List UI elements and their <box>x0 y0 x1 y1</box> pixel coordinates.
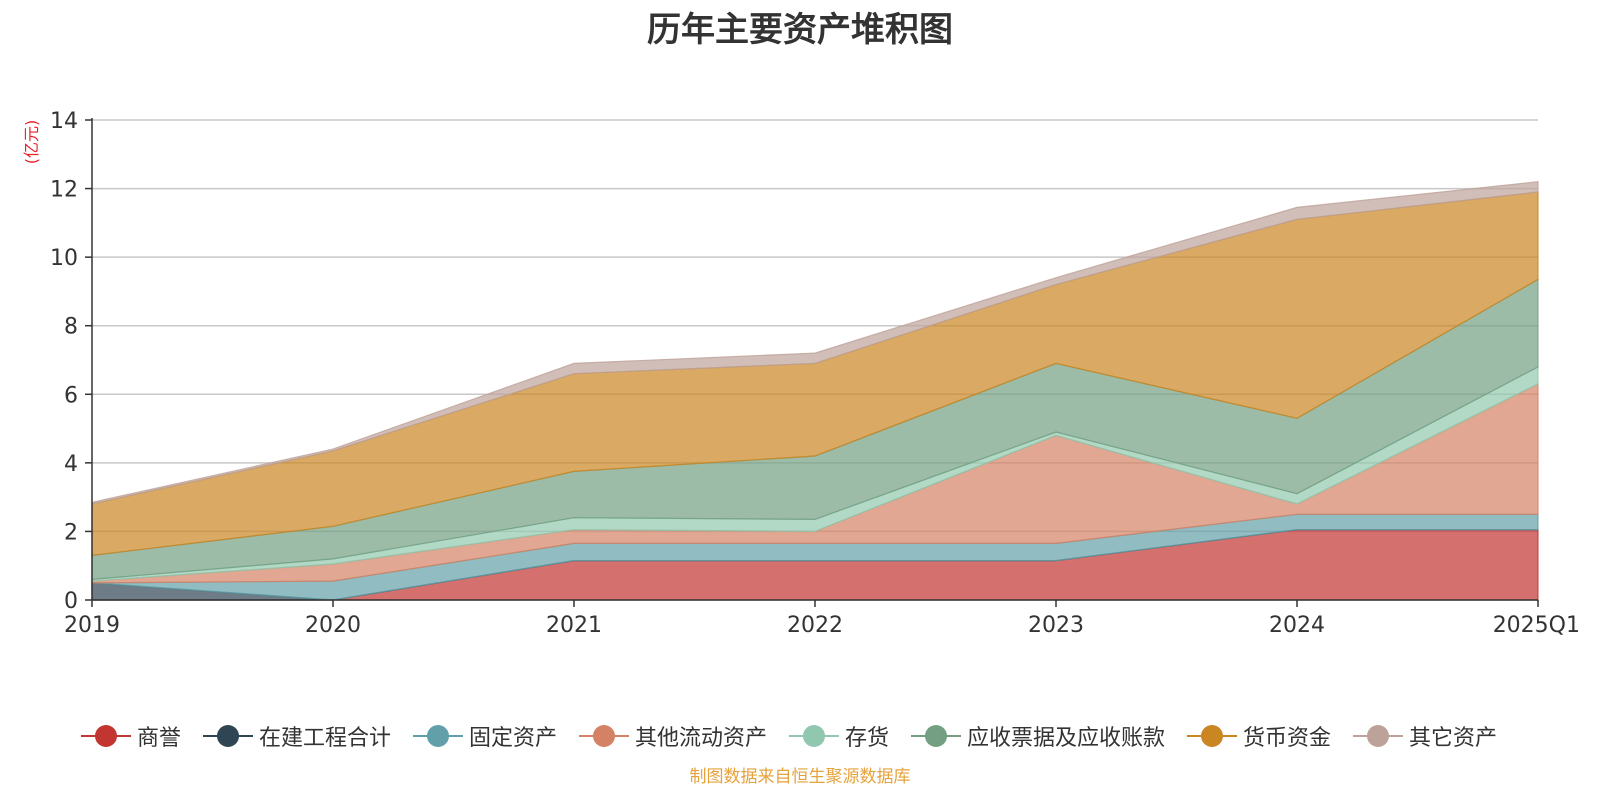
legend-label: 固定资产 <box>468 726 557 751</box>
legend-item[interactable]: 在建工程合计 <box>202 720 391 752</box>
legend-item[interactable]: 货币资金 <box>1187 720 1331 752</box>
legend: 商誉 在建工程合计 固定资产 其他流动资产 存货 应收票据及应收账款 货币资金 其它资产 <box>40 718 1560 754</box>
x-tick-label: 2021 <box>546 613 602 638</box>
legend-marker-icon <box>412 724 463 748</box>
y-tick-label: 4 <box>64 452 78 477</box>
legend-label: 货币资金 <box>1243 726 1332 751</box>
legend-marker-icon <box>1187 724 1238 748</box>
legend-item[interactable]: 其他流动资产 <box>578 720 767 752</box>
legend-label: 存货 <box>845 726 890 751</box>
x-tick-label: 2020 <box>305 613 361 638</box>
y-tick-label: 0 <box>64 589 78 614</box>
y-tick-label: 12 <box>50 178 78 203</box>
y-axis-unit-label: (亿元) <box>22 120 41 165</box>
axes: 0 2 4 6 8 10 12 14 2019 2020 2021 2022 2023 2024 2025Q… <box>50 109 1580 638</box>
x-tick-label: 2022 <box>787 613 843 638</box>
x-tick-label: 2024 <box>1269 613 1325 638</box>
area-series-7 <box>91 181 1539 505</box>
y-tick-label: 2 <box>64 520 78 545</box>
y-tick-label: 14 <box>50 109 78 134</box>
x-tick-label: 2023 <box>1028 613 1084 638</box>
legend-marker-icon <box>202 724 253 748</box>
legend-label: 在建工程合计 <box>258 726 391 751</box>
legend-marker-icon <box>789 724 839 748</box>
legend-marker-icon <box>1353 724 1404 748</box>
x-tick-label: 2019 <box>64 613 120 638</box>
legend-marker-icon <box>578 724 629 748</box>
legend-item[interactable]: 存货 <box>789 720 889 752</box>
legend-item[interactable]: 应收票据及应收账款 <box>911 720 1165 752</box>
legend-marker-icon <box>911 724 962 748</box>
legend-item[interactable]: 商誉 <box>80 720 181 752</box>
legend-label: 其他流动资产 <box>634 726 767 751</box>
legend-label: 商誉 <box>136 726 181 751</box>
legend-label: 其它资产 <box>1409 726 1498 751</box>
stacked-areas <box>91 181 1539 601</box>
source-note: 制图数据来自恒生聚源数据库 <box>689 767 911 787</box>
legend-label: 应收票据及应收账款 <box>967 726 1166 751</box>
x-tick-label: 2025Q1 <box>1493 613 1580 638</box>
legend-marker-icon <box>80 724 131 748</box>
chart-title: 历年主要资产堆积图 <box>647 10 953 50</box>
y-tick-label: 8 <box>64 315 78 340</box>
y-tick-label: 10 <box>50 246 78 271</box>
legend-item[interactable]: 其它资产 <box>1353 720 1497 752</box>
legend-item[interactable]: 固定资产 <box>412 720 557 752</box>
y-tick-label: 6 <box>64 383 78 408</box>
